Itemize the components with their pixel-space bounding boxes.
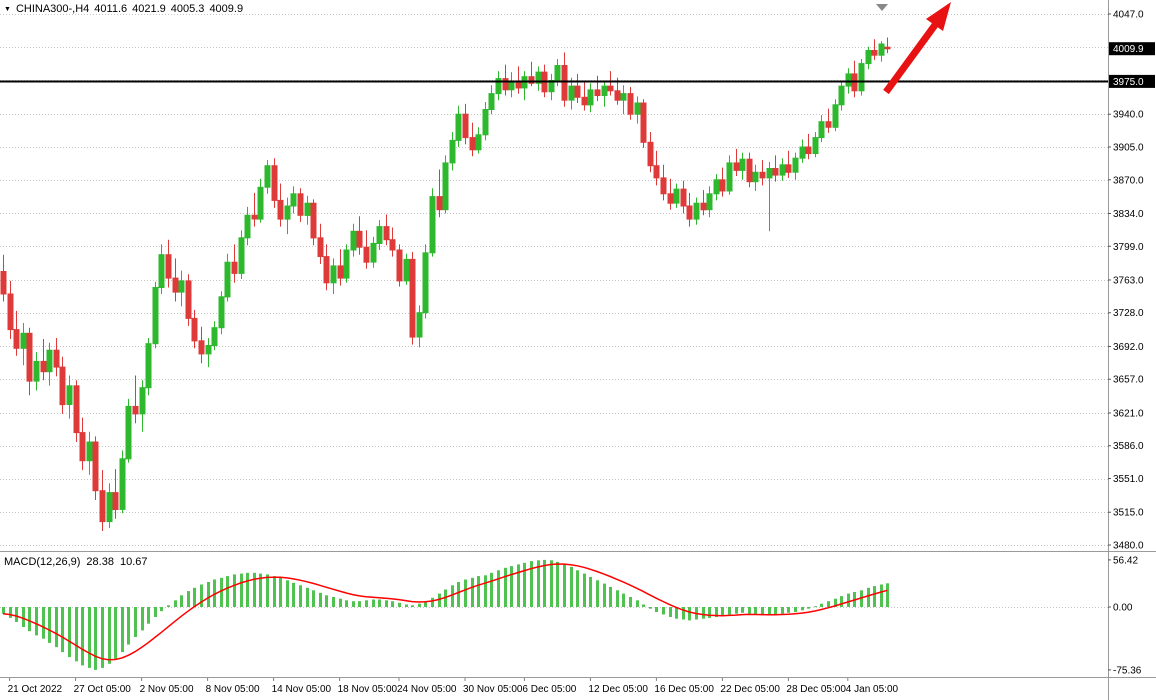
svg-text:27 Oct 05:00: 27 Oct 05:00 [74,684,132,695]
svg-text:21 Oct 2022: 21 Oct 2022 [8,684,63,695]
price-gridlines [0,14,1108,546]
hline-price-box: 3975.0 [1109,74,1155,88]
svg-text:18 Nov 05:00: 18 Nov 05:00 [338,684,398,695]
svg-text:3763.0: 3763.0 [1113,276,1144,287]
svg-text:0.00: 0.00 [1113,603,1133,614]
macd-main-value: 28.38 [86,556,114,568]
svg-text:3834.0: 3834.0 [1113,209,1144,220]
ohlc-close-value: 4009.9 [209,3,244,15]
svg-text:3728.0: 3728.0 [1113,308,1144,319]
svg-text:3551.0: 3551.0 [1113,474,1144,485]
bullish-candles [20,41,885,529]
macd-axis[interactable]: 56.42 0.00 -75.36 [1108,555,1142,676]
ohlc-open-value: 4011.6 [94,3,128,15]
price-axis[interactable]: 4047.0 3940.0 3905.0 3870.0 3834.0 3799.0 3763… [1108,10,1155,552]
svg-text:2 Nov 05:00: 2 Nov 05:00 [140,684,194,695]
svg-text:3870.0: 3870.0 [1113,175,1144,186]
svg-text:3692.0: 3692.0 [1113,342,1144,353]
symbol-dropdown-icon[interactable]: ▼ [4,5,11,13]
svg-text:14 Nov 05:00: 14 Nov 05:00 [272,684,332,695]
symbol-period-label: CHINA300-,H4 [15,3,90,15]
bearish-candles [0,37,891,531]
svg-text:4009.9: 4009.9 [1113,44,1144,55]
svg-text:24 Nov 05:00: 24 Nov 05:00 [397,684,457,695]
svg-text:4047.0: 4047.0 [1113,10,1144,21]
chart-shift-marker-icon[interactable] [876,4,888,11]
svg-text:-75.36: -75.36 [1113,665,1142,676]
svg-text:30 Nov 05:00: 30 Nov 05:00 [463,684,523,695]
svg-text:8 Nov 05:00: 8 Nov 05:00 [206,684,260,695]
macd-signal-value: 10.67 [119,556,148,568]
svg-text:22 Dec 05:00: 22 Dec 05:00 [720,684,780,695]
svg-text:3515.0: 3515.0 [1113,508,1144,519]
macd-name-label: MACD(12,26,9) [4,556,81,568]
current-price-box: 4009.9 [1109,42,1155,56]
ohlc-high-value: 4021.9 [132,3,166,15]
symbol-info: ▼ CHINA300-,H4 4011.6 4021.9 4005.3 4009… [4,3,243,15]
svg-text:3905.0: 3905.0 [1113,143,1144,154]
svg-text:3657.0: 3657.0 [1113,375,1144,386]
svg-text:4 Jan 05:00: 4 Jan 05:00 [846,684,899,695]
svg-text:28 Dec 05:00: 28 Dec 05:00 [786,684,846,695]
svg-text:3621.0: 3621.0 [1113,409,1144,420]
svg-text:3586.0: 3586.0 [1113,441,1144,452]
svg-text:3480.0: 3480.0 [1113,541,1144,552]
svg-text:3940.0: 3940.0 [1113,110,1144,121]
svg-text:3799.0: 3799.0 [1113,242,1144,253]
macd-indicator-label: MACD(12,26,9) 28.38 10.67 [4,556,147,568]
svg-text:3975.0: 3975.0 [1113,77,1144,88]
svg-text:6 Dec 05:00: 6 Dec 05:00 [522,684,576,695]
svg-text:12 Dec 05:00: 12 Dec 05:00 [588,684,648,695]
trend-arrow[interactable] [883,2,951,95]
time-axis[interactable]: 21 Oct 2022 27 Oct 05:00 2 Nov 05:00 8 Nov … [8,678,899,695]
macd-signal-line [2,563,888,661]
svg-text:16 Dec 05:00: 16 Dec 05:00 [654,684,714,695]
svg-text:56.42: 56.42 [1113,555,1138,566]
ohlc-low-value: 4005.3 [170,3,205,15]
